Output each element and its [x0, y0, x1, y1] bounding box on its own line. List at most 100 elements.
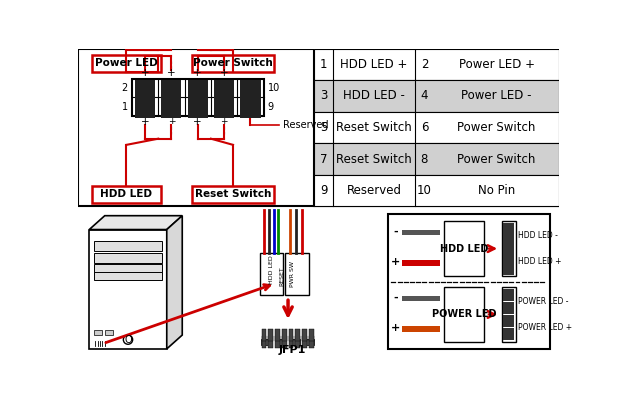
- Text: 9: 9: [268, 102, 274, 111]
- Bar: [503, 249, 514, 262]
- Bar: [503, 237, 514, 249]
- Text: +: +: [220, 117, 228, 126]
- Text: +: +: [391, 257, 400, 267]
- Bar: [503, 328, 514, 341]
- Text: Reserved: Reserved: [347, 184, 402, 197]
- Text: HDD LED +: HDD LED +: [340, 58, 408, 71]
- Text: +: +: [141, 117, 150, 127]
- Text: 10: 10: [268, 83, 279, 94]
- Bar: [268, 336, 273, 348]
- Bar: [135, 98, 155, 118]
- Bar: [302, 336, 307, 348]
- Bar: [275, 329, 280, 341]
- Text: 4: 4: [420, 90, 428, 102]
- Bar: [282, 329, 286, 341]
- Bar: [503, 315, 514, 327]
- Bar: [314, 112, 559, 143]
- Bar: [402, 296, 440, 301]
- Text: Reset Switch: Reset Switch: [195, 189, 271, 199]
- Bar: [193, 185, 274, 202]
- Text: POWER LED +: POWER LED +: [518, 323, 572, 332]
- Text: +: +: [168, 117, 175, 126]
- Bar: [94, 330, 102, 335]
- Bar: [94, 241, 162, 251]
- Polygon shape: [167, 216, 182, 349]
- Text: Power LED +: Power LED +: [458, 58, 535, 71]
- Text: 1: 1: [320, 58, 327, 71]
- Bar: [275, 339, 286, 345]
- Bar: [503, 289, 514, 301]
- Text: 7: 7: [320, 153, 327, 166]
- Bar: [188, 80, 208, 100]
- Text: 2: 2: [420, 58, 428, 71]
- Bar: [193, 55, 274, 72]
- Text: -: -: [393, 226, 397, 237]
- Bar: [260, 253, 283, 295]
- Bar: [91, 55, 161, 72]
- Bar: [94, 272, 162, 279]
- Bar: [296, 336, 300, 348]
- Bar: [402, 326, 440, 332]
- Bar: [302, 329, 307, 341]
- Polygon shape: [89, 216, 182, 230]
- Text: HDD LED: HDD LED: [440, 244, 489, 254]
- Bar: [161, 98, 181, 118]
- Bar: [402, 260, 440, 266]
- Bar: [314, 175, 559, 207]
- Text: +: +: [167, 68, 176, 78]
- Text: POWER LED -: POWER LED -: [518, 297, 568, 306]
- Text: HDD LED +: HDD LED +: [518, 257, 561, 266]
- Text: 10: 10: [417, 184, 432, 197]
- Bar: [105, 330, 112, 335]
- Bar: [78, 49, 559, 207]
- Text: HDD LED -: HDD LED -: [343, 90, 405, 102]
- Text: Power Switch: Power Switch: [193, 58, 273, 68]
- Bar: [503, 302, 514, 314]
- Text: 6: 6: [420, 121, 428, 134]
- Bar: [388, 214, 550, 349]
- Bar: [314, 143, 559, 175]
- Bar: [285, 253, 309, 295]
- Text: Power LED: Power LED: [95, 58, 158, 68]
- Bar: [132, 79, 264, 115]
- Bar: [275, 336, 280, 348]
- Text: +: +: [193, 117, 202, 127]
- Bar: [89, 230, 167, 349]
- Text: 2: 2: [122, 83, 128, 94]
- Text: HDD LED: HDD LED: [269, 256, 274, 284]
- Bar: [502, 221, 515, 276]
- Text: Reset Switch: Reset Switch: [336, 153, 412, 166]
- Text: 3: 3: [320, 90, 327, 102]
- Bar: [94, 264, 162, 274]
- Bar: [240, 98, 261, 118]
- Bar: [314, 49, 559, 80]
- Bar: [91, 185, 161, 202]
- Bar: [240, 80, 261, 100]
- Bar: [309, 329, 314, 341]
- Bar: [444, 287, 484, 342]
- Bar: [309, 336, 314, 348]
- Circle shape: [124, 335, 133, 344]
- Bar: [314, 80, 559, 112]
- Text: Power Switch: Power Switch: [457, 153, 536, 166]
- Text: JFP1: JFP1: [278, 345, 306, 355]
- Text: +: +: [193, 68, 202, 78]
- Bar: [282, 336, 286, 348]
- Bar: [444, 221, 484, 276]
- Text: 5: 5: [320, 121, 327, 134]
- Bar: [261, 336, 266, 348]
- Bar: [161, 80, 181, 100]
- Bar: [94, 254, 162, 263]
- Text: Power LED -: Power LED -: [461, 90, 532, 102]
- Bar: [296, 329, 300, 341]
- Text: +: +: [220, 68, 229, 78]
- Bar: [503, 224, 514, 236]
- Bar: [303, 339, 314, 345]
- Bar: [502, 287, 515, 342]
- Text: PWR SW: PWR SW: [290, 261, 295, 287]
- Bar: [261, 329, 266, 341]
- Text: HDD LED: HDD LED: [101, 189, 152, 199]
- Text: O: O: [124, 335, 132, 345]
- Text: 8: 8: [421, 153, 428, 166]
- Text: HDD LED -: HDD LED -: [518, 231, 558, 241]
